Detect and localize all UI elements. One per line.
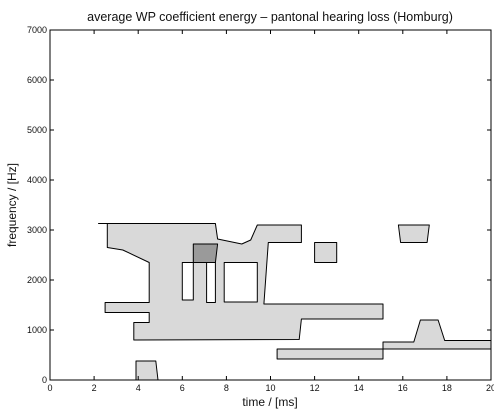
y-tick-label: 6000	[27, 75, 47, 85]
plot-content	[50, 30, 492, 381]
x-tick-label: 14	[354, 383, 364, 393]
y-tick-label: 3000	[27, 225, 47, 235]
heat-region-medium-7	[135, 360, 159, 381]
heat-region-medium-4	[397, 224, 430, 243]
y-tick-label: 1000	[27, 325, 47, 335]
heat-hole-2	[206, 262, 216, 303]
x-tick-label: 2	[92, 383, 97, 393]
y-tick-label: 4000	[27, 175, 47, 185]
axes: 0 2 4 6 8 10 12 14 16 18 20 0 1000 2000 3000 4000 5000 60…	[27, 25, 494, 393]
chart-title: average WP coefficient energy – pantonal…	[87, 10, 453, 24]
x-tick-label: 0	[47, 383, 52, 393]
x-tick-label: 18	[442, 383, 452, 393]
x-tick-label: 8	[224, 383, 229, 393]
y-tick-label: 2000	[27, 275, 47, 285]
x-tick-label: 16	[398, 383, 408, 393]
heat-region-medium-5	[276, 348, 384, 360]
heat-hole-3	[223, 262, 258, 303]
y-axis-title: frequency / [Hz]	[5, 163, 19, 247]
y-tick-label: 7000	[27, 25, 47, 35]
x-tick-label: 6	[180, 383, 185, 393]
x-tick-label: 20	[486, 383, 494, 393]
y-tick-label: 0	[42, 375, 47, 385]
heat-region-medium-3	[314, 242, 338, 263]
x-tick-label: 10	[265, 383, 275, 393]
y-tick-label: 5000	[27, 125, 47, 135]
heat-region-high-2	[192, 243, 219, 263]
heat-hole-1	[181, 262, 194, 301]
x-tick-label: 12	[310, 383, 320, 393]
x-tick-label: 4	[136, 383, 141, 393]
x-axis-title: time / [ms]	[242, 395, 297, 409]
heat-region-medium-6	[382, 319, 492, 350]
